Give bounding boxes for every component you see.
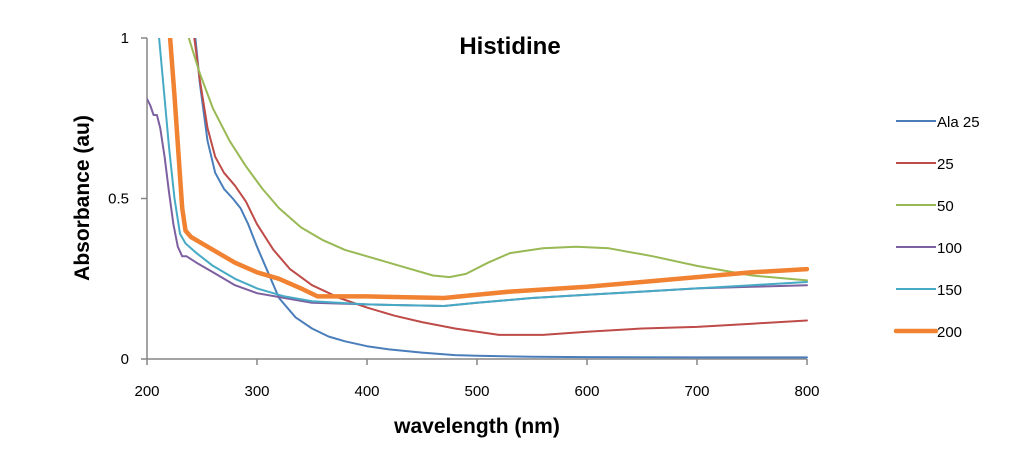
legend-label: 150: [937, 282, 962, 299]
legend-item: 100: [896, 240, 962, 257]
chart-title: Histidine: [459, 33, 560, 60]
x-tick-label: 300: [244, 383, 269, 400]
y-tick-label: 0.5: [108, 191, 129, 208]
legend-label: 200: [937, 324, 962, 341]
series-line-200: [167, 38, 809, 301]
y-axis-title: Absorbance (au): [71, 115, 94, 281]
x-tick-label: 200: [134, 383, 159, 400]
series-line-25: [193, 38, 808, 336]
x-tick-label: 800: [794, 383, 819, 400]
legend-item: 25: [896, 156, 954, 173]
series-layer: [147, 38, 809, 359]
y-tick-label: 0: [121, 351, 129, 368]
x-tick-label: 700: [684, 383, 709, 400]
legend-label: 50: [937, 198, 954, 215]
x-tick-label: 600: [574, 383, 599, 400]
x-tick-label: 400: [354, 383, 379, 400]
legend-item: Ala 25: [896, 114, 980, 131]
axes: 0 0.5 1 200 300 400 500 600 700 800: [108, 30, 819, 400]
legend-label: 25: [937, 156, 954, 173]
series-line-ala-25: [194, 38, 808, 359]
legend-item: 150: [896, 282, 962, 299]
x-tick-label: 500: [464, 383, 489, 400]
legend: Ala 25 25 50 100 150 200: [893, 114, 980, 341]
legend-label: Ala 25: [937, 114, 980, 131]
y-tick-label: 1: [121, 30, 129, 47]
legend-label: 100: [937, 240, 962, 257]
legend-item: 50: [896, 198, 954, 215]
legend-item: 200: [893, 324, 962, 341]
x-axis-title: wavelength (nm): [393, 415, 560, 438]
series-line-150: [158, 38, 808, 307]
series-line-50: [187, 38, 808, 282]
